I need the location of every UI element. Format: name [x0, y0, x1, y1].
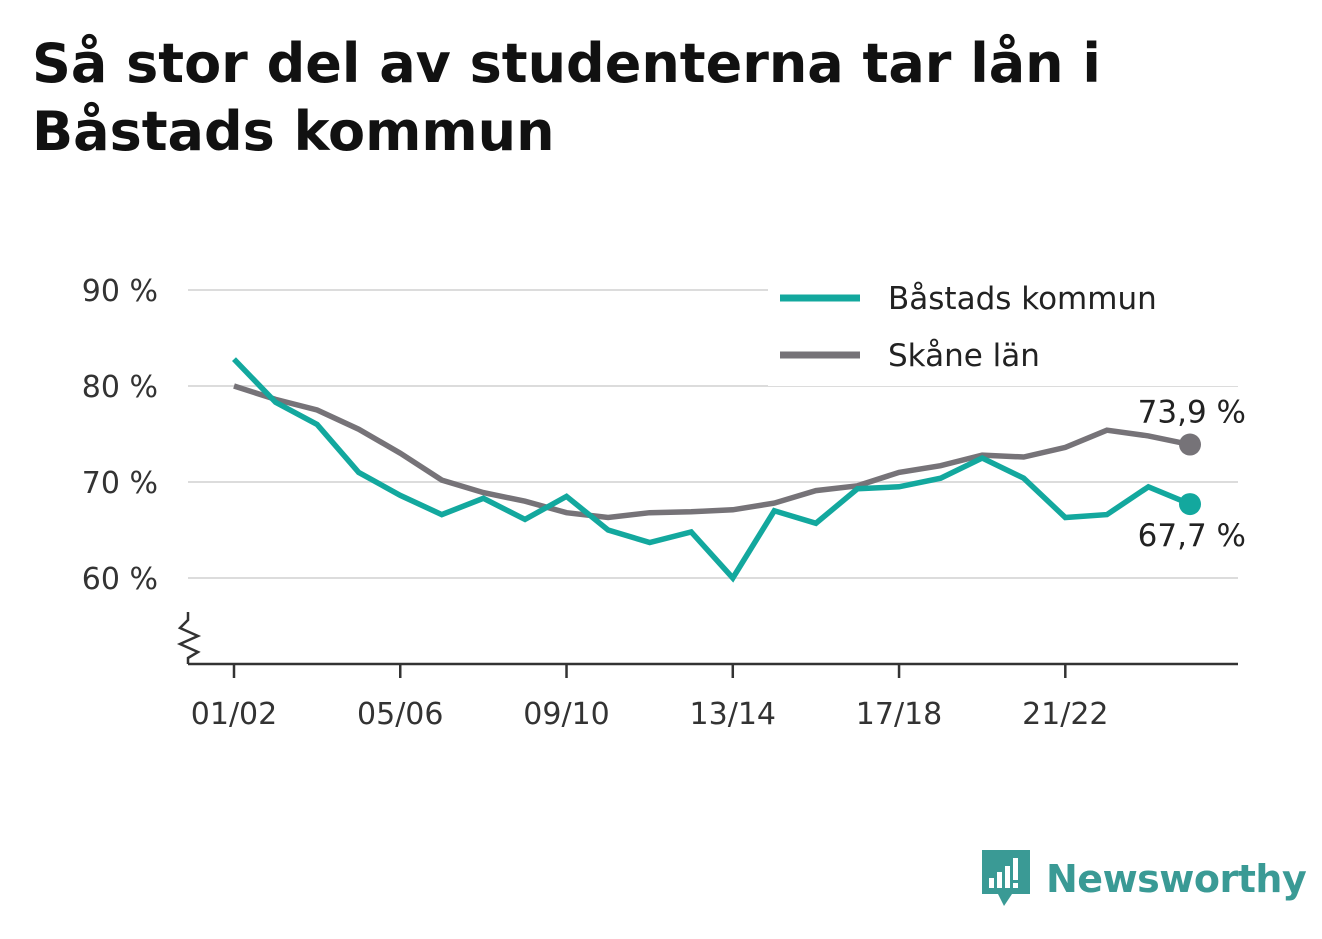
series-end-point [1179, 493, 1201, 516]
newsworthy-logo[interactable]: Newsworthy [980, 848, 1307, 910]
series-end-point [1179, 433, 1201, 456]
legend-background [768, 268, 1238, 386]
y-tick-label: 90 % [82, 274, 158, 309]
series-line [233, 383, 1191, 521]
x-tick-label: 13/14 [690, 697, 776, 732]
y-tick-label: 80 % [82, 370, 158, 405]
series-end-label: 67,7 % [1138, 518, 1246, 554]
y-tick-label: 70 % [82, 466, 158, 501]
y-tick-label: 60 % [82, 562, 158, 597]
x-tick-label: 21/22 [1022, 697, 1108, 732]
brand-name: Newsworthy [1046, 857, 1307, 901]
x-tick-label: 09/10 [523, 697, 609, 732]
x-tick-label: 05/06 [357, 697, 443, 732]
x-tick-label: 17/18 [856, 697, 942, 732]
chart-title: Så stor del av studenterna tar lån i Bås… [32, 32, 1101, 163]
series-line [232, 357, 1192, 583]
legend-label: Skåne län [888, 338, 1040, 374]
axis-break-icon [176, 612, 202, 664]
series-end-label: 73,9 % [1138, 395, 1246, 431]
legend-label: Båstads kommun [888, 281, 1157, 317]
bar-chart-speech-bubble-icon [982, 850, 1030, 906]
x-tick-label: 01/02 [191, 697, 277, 732]
